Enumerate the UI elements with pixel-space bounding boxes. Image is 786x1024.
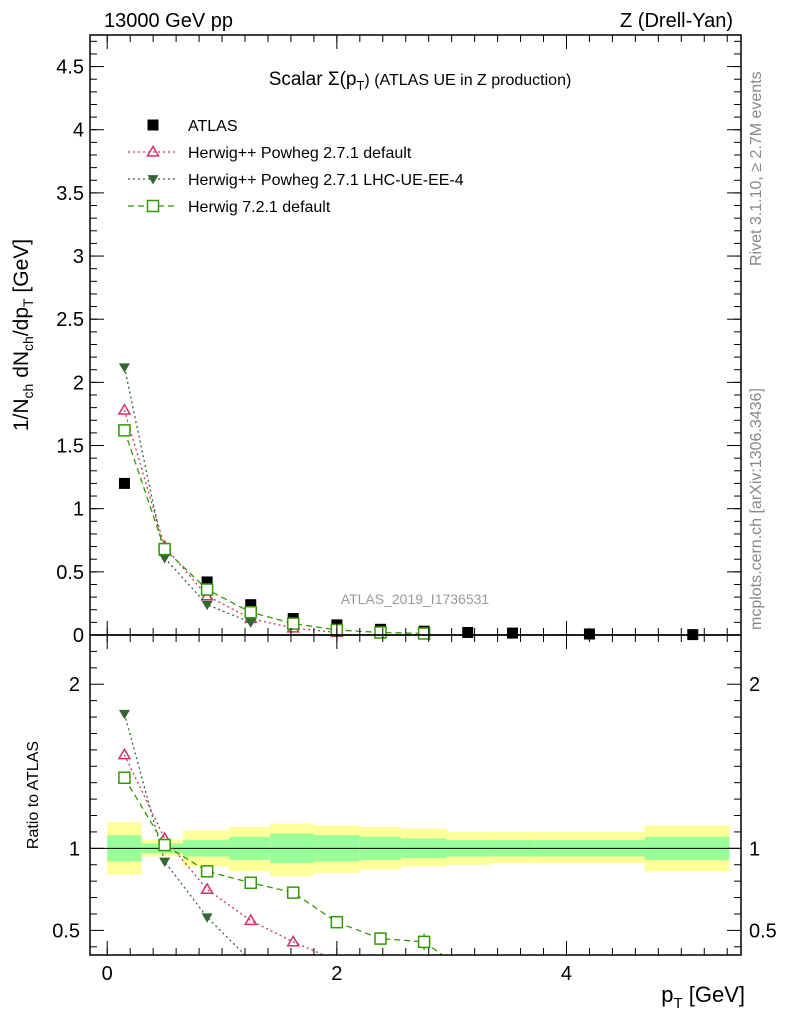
x-axis-label-tail: [GeV] <box>683 982 745 1007</box>
main-title: Scalar Σ(pT) (ATLAS UE in Z production) <box>269 69 572 93</box>
x-axis-label-subscript: T <box>673 995 682 1012</box>
legend-marker <box>147 175 159 185</box>
main-point <box>245 599 257 611</box>
ratio-point <box>200 882 214 894</box>
ratio-panel: 0.5 0.5 1 1 2 2 0 2 4 Ratio to ATLAS pT [GeV] <box>25 634 777 1012</box>
legend-label: ATLAS <box>188 118 238 135</box>
x-axis-label-main: p <box>661 982 673 1007</box>
main-point <box>118 477 130 489</box>
main-point <box>159 554 171 564</box>
ratio-point <box>201 913 213 923</box>
ratio-point <box>374 932 387 945</box>
main-ytick-label: 2.5 <box>56 309 84 331</box>
main-point <box>201 576 213 588</box>
legend-marker <box>146 199 160 213</box>
ratio-series-2 <box>118 771 443 955</box>
ratio-ytick-label: 0.5 <box>52 920 80 942</box>
legend-label: Herwig 7.2.1 default <box>188 199 331 216</box>
legend-item: Herwig++ Powheg 2.7.1 LHC-UE-EE-4 <box>128 172 464 189</box>
main-ytick-label: 0 <box>73 625 84 647</box>
ratio-ytick-label: 1 <box>69 838 80 860</box>
main-line-2 <box>123 367 251 623</box>
ratio-line-0 <box>123 754 326 955</box>
x-tick-label: 0 <box>102 963 113 985</box>
ratio-series-1 <box>118 709 246 955</box>
ratio-point <box>117 747 132 760</box>
legend-label: Herwig++ Powheg 2.7.1 default <box>188 145 412 162</box>
ratio-point <box>200 865 214 878</box>
main-point <box>118 424 131 437</box>
ratio-ytick-label: 2 <box>69 674 80 696</box>
ratio-ytick-label-right: 1 <box>749 838 760 860</box>
main-line-1 <box>123 409 337 634</box>
main-point <box>507 627 519 639</box>
main-point <box>245 618 257 628</box>
main-series-3 <box>118 424 431 640</box>
ratio-ytick-label-right: 2 <box>749 674 760 696</box>
main-point <box>200 583 214 596</box>
main-ytick-label: 0.5 <box>56 562 84 584</box>
x-tick-label: 2 <box>331 963 342 985</box>
main-panel: 0 0.5 1 1.5 2 2.5 3 3.5 4 4.5 Scalar Σ(pT) (ATLAS… <box>10 34 742 647</box>
main-point <box>244 606 257 619</box>
main-point <box>158 542 171 556</box>
main-point <box>117 403 132 415</box>
legend-item: ATLAS <box>147 118 238 135</box>
ratio-point <box>417 935 431 949</box>
main-ylabel: 1/Nch dNch/dpT [GeV] <box>10 239 36 431</box>
ratio-point <box>243 913 258 926</box>
x-axis-label: pT [GeV] <box>661 982 745 1012</box>
header-left: 13000 GeV pp <box>104 10 233 32</box>
ratio-line-2 <box>123 777 443 955</box>
ratio-point <box>330 915 344 929</box>
main-point <box>462 626 474 638</box>
ratio-point <box>118 709 130 720</box>
main-ytick-label: 1.5 <box>56 436 84 458</box>
ratio-point <box>286 934 301 947</box>
main-series-0 <box>118 477 699 641</box>
main-point <box>118 363 130 373</box>
rivet-label: Rivet 3.1.10, ≥ 2.7M events <box>748 71 765 266</box>
ratio-point <box>158 838 171 852</box>
main-point <box>201 600 213 611</box>
legend: ATLAS Herwig++ Powheg 2.7.1 default Herwig… <box>128 118 464 216</box>
main-line-3 <box>123 430 425 635</box>
main-series-2 <box>118 363 257 628</box>
main-ytick-label: 4.5 <box>56 57 84 79</box>
legend-marker <box>146 145 160 157</box>
main-title-subscript: T <box>356 78 364 93</box>
mcplots-label: mcplots.cern.ch [arXiv:1306.3436] <box>748 388 765 630</box>
ratio-point <box>118 771 131 785</box>
main-ytick-label: 4 <box>73 120 84 142</box>
main-ytick-label: 3 <box>73 246 84 268</box>
main-title-text: Scalar Σ(p <box>269 69 357 90</box>
ratio-point <box>244 876 257 890</box>
legend-item: Herwig++ Powheg 2.7.1 default <box>128 145 412 162</box>
ratio-point <box>159 857 171 867</box>
main-point <box>286 617 300 630</box>
header-right: Z (Drell-Yan) <box>620 10 733 32</box>
main-ytick-label: 2 <box>73 372 84 394</box>
legend-item: Herwig 7.2.1 default <box>128 199 331 216</box>
ratio-ytick-label-right: 0.5 <box>749 920 777 942</box>
main-point <box>417 627 431 640</box>
main-point <box>374 626 387 639</box>
analysis-tag: ATLAS_2019_I1736531 <box>341 591 490 607</box>
ratio-point <box>286 886 300 899</box>
main-ytick-label: 3.5 <box>56 183 84 205</box>
ratio-line-1 <box>123 713 246 955</box>
x-tick-label: 4 <box>561 963 572 985</box>
ratio-ylabel: Ratio to ATLAS <box>25 741 42 849</box>
legend-marker <box>147 119 159 131</box>
ratio-series-0 <box>117 747 326 955</box>
legend-label: Herwig++ Powheg 2.7.1 LHC-UE-EE-4 <box>188 172 464 189</box>
ratio-frame <box>89 634 742 956</box>
main-title-tail: ) (ATLAS UE in Z production) <box>364 72 571 89</box>
main-ytick-label: 1 <box>73 499 84 521</box>
